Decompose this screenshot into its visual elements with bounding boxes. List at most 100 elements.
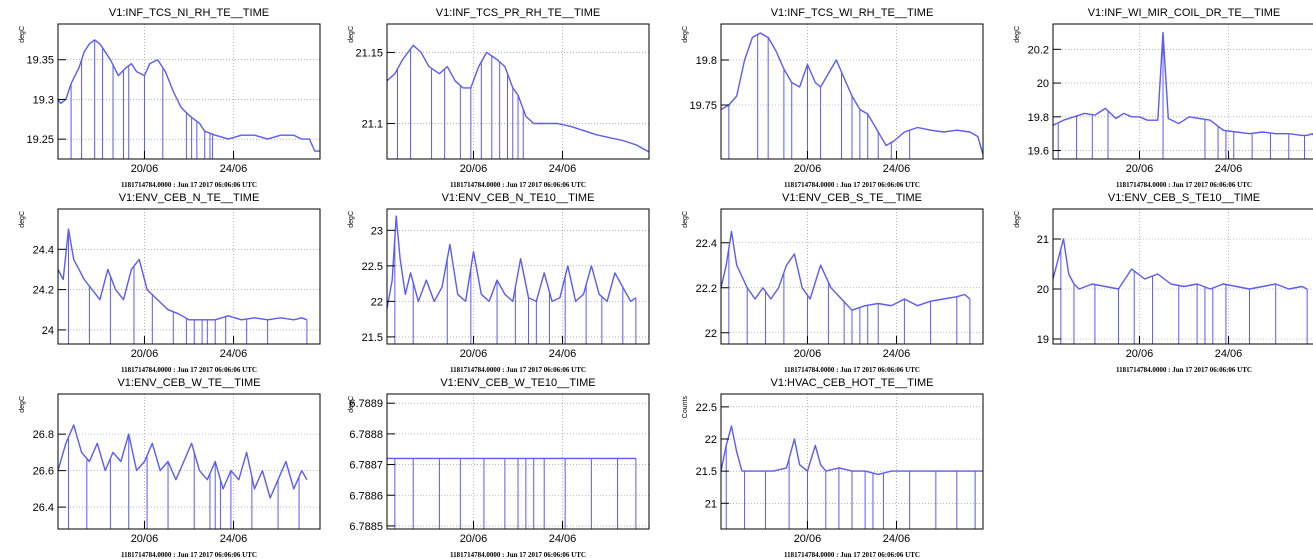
plot-frame bbox=[57, 23, 321, 160]
series-line bbox=[720, 425, 983, 476]
x-tick-label: 20/06 bbox=[1126, 348, 1154, 360]
chart-panel: V1:ENV_CEB_S_TE10__TIME degC 19 20 21 20/06 24… bbox=[1003, 189, 1313, 374]
y-tick-label: 22.4 bbox=[696, 238, 717, 250]
y-tick-label: 19.75 bbox=[689, 100, 717, 112]
y-tick-label: 22.5 bbox=[362, 261, 383, 273]
plot-frame bbox=[720, 208, 984, 345]
plot-frame bbox=[720, 393, 984, 530]
chart-panel: V1:HVAC_CEB_HOT_TE__TIME Counts 21 21.5 22 22… bbox=[671, 374, 999, 559]
y-tick-label: 22.2 bbox=[696, 283, 717, 295]
x-tick-label: 20/06 bbox=[460, 348, 488, 360]
x-tick-label: 24/06 bbox=[549, 163, 577, 175]
plot-frame bbox=[1052, 208, 1313, 345]
time-footer: 1181714784.0000 : Jun 17 2017 06:06:06 U… bbox=[450, 181, 586, 189]
y-tick-label: 19.6 bbox=[1028, 146, 1049, 158]
time-footer: 1181714784.0000 : Jun 17 2017 06:06:06 U… bbox=[784, 181, 920, 189]
y-tick-label: 6.7889 bbox=[349, 398, 383, 410]
chart-panel: V1:ENV_CEB_N_TE__TIME degC 24 24.2 24.4 20/06… bbox=[8, 189, 336, 374]
x-tick-label: 20/06 bbox=[131, 163, 159, 175]
series-line bbox=[57, 424, 308, 499]
x-tick-label: 20/06 bbox=[794, 348, 822, 360]
x-tick-label: 20/06 bbox=[460, 533, 488, 545]
y-tick-label: 6.7886 bbox=[349, 490, 383, 502]
y-tick-label: 19.8 bbox=[1028, 112, 1049, 124]
series-line bbox=[386, 215, 637, 309]
y-tick-label: 26.6 bbox=[33, 466, 54, 478]
y-axis-label: degC bbox=[682, 211, 689, 228]
time-footer: 1181714784.0000 : Jun 17 2017 06:06:06 U… bbox=[121, 551, 257, 559]
chart-svg: V1:INF_TCS_NI_RH_TE__TIME degC 19.25 19.3 19… bbox=[19, 7, 321, 189]
chart-svg: V1:ENV_CEB_W_TE__TIME degC 26.4 26.6 26.8 20/… bbox=[19, 377, 321, 559]
chart-panel: V1:INF_TCS_PR_RH_TE__TIME degC 21.1 21.15 20… bbox=[337, 4, 665, 189]
y-tick-label: 21.15 bbox=[355, 47, 383, 59]
y-axis-label: Counts bbox=[682, 396, 689, 419]
chart-svg: V1:ENV_CEB_S_TE__TIME degC 22 22.2 22.4 20/06… bbox=[682, 192, 984, 374]
chart-title: V1:INF_TCS_NI_RH_TE__TIME bbox=[109, 7, 269, 19]
y-tick-label: 24 bbox=[42, 325, 54, 337]
x-tick-label: 24/06 bbox=[883, 163, 911, 175]
y-axis-label: degC bbox=[19, 26, 26, 43]
time-footer: 1181714784.0000 : Jun 17 2017 06:06:06 U… bbox=[121, 181, 257, 189]
y-tick-label: 19.8 bbox=[696, 55, 717, 67]
y-tick-label: 20 bbox=[1037, 284, 1049, 296]
x-tick-label: 20/06 bbox=[131, 533, 159, 545]
y-axis-label: degC bbox=[348, 211, 355, 228]
chart-title: V1:ENV_CEB_N_TE__TIME bbox=[119, 192, 260, 204]
series-line bbox=[1052, 31, 1313, 137]
y-tick-label: 23 bbox=[371, 225, 383, 237]
chart-panel: V1:ENV_CEB_W_TE__TIME degC 26.4 26.6 26.8 20/… bbox=[8, 374, 336, 559]
chart-panel: V1:ENV_CEB_S_TE__TIME degC 22 22.2 22.4 20/06… bbox=[671, 189, 999, 374]
y-tick-label: 24.2 bbox=[33, 285, 54, 297]
y-tick-label: 26.4 bbox=[33, 502, 54, 514]
y-tick-label: 6.7888 bbox=[349, 429, 383, 441]
series-line bbox=[386, 44, 650, 153]
y-tick-label: 6.7887 bbox=[349, 460, 383, 472]
y-tick-label: 19.35 bbox=[26, 55, 54, 67]
y-axis-label: degC bbox=[348, 396, 355, 413]
plot-frame bbox=[386, 393, 650, 530]
series-line bbox=[720, 230, 971, 311]
y-tick-label: 26.8 bbox=[33, 429, 54, 441]
chart-svg: V1:INF_TCS_WI_RH_TE__TIME degC 19.75 19.8 20… bbox=[682, 7, 984, 189]
chart-svg: V1:ENV_CEB_N_TE10__TIME degC 21.5 22 22.5 23 2… bbox=[348, 192, 650, 374]
y-tick-label: 21.5 bbox=[696, 466, 717, 478]
chart-title: V1:INF_TCS_WI_RH_TE__TIME bbox=[771, 7, 934, 19]
y-tick-label: 6.7885 bbox=[349, 521, 383, 533]
plot-frame bbox=[57, 393, 321, 530]
x-tick-label: 24/06 bbox=[220, 163, 248, 175]
x-tick-label: 24/06 bbox=[220, 348, 248, 360]
chart-svg: V1:ENV_CEB_W_TE10__TIME degC 6.7885 6.7886 6… bbox=[348, 377, 650, 559]
y-tick-label: 19 bbox=[1037, 334, 1049, 346]
y-axis-label: degC bbox=[1014, 211, 1021, 228]
chart-panel: V1:ENV_CEB_W_TE10__TIME degC 6.7885 6.7886 6… bbox=[337, 374, 665, 559]
y-tick-label: 20 bbox=[1037, 78, 1049, 90]
time-footer: 1181714784.0000 : Jun 17 2017 06:06:06 U… bbox=[784, 551, 920, 559]
chart-svg: V1:ENV_CEB_S_TE10__TIME degC 19 20 21 20/06 24… bbox=[1014, 192, 1313, 374]
chart-title: V1:INF_TCS_PR_RH_TE__TIME bbox=[436, 7, 600, 19]
chart-panel: V1:INF_TCS_WI_RH_TE__TIME degC 19.75 19.8 20… bbox=[671, 4, 999, 189]
chart-panel: V1:INF_TCS_NI_RH_TE__TIME degC 19.25 19.3 19… bbox=[8, 4, 336, 189]
x-tick-label: 24/06 bbox=[220, 533, 248, 545]
y-axis-label: degC bbox=[348, 26, 355, 43]
x-tick-label: 24/06 bbox=[883, 533, 911, 545]
x-tick-label: 24/06 bbox=[883, 348, 911, 360]
x-tick-label: 24/06 bbox=[549, 533, 577, 545]
plot-frame bbox=[1052, 23, 1313, 160]
chart-svg: V1:HVAC_CEB_HOT_TE__TIME Counts 21 21.5 22 22… bbox=[682, 377, 984, 559]
y-tick-label: 20.2 bbox=[1028, 44, 1049, 56]
chart-panel: V1:ENV_CEB_N_TE10__TIME degC 21.5 22 22.5 23 2… bbox=[337, 189, 665, 374]
y-axis-label: degC bbox=[1014, 26, 1021, 43]
chart-panel: V1:INF_WI_MIR_COIL_DR_TE__TIME degC 19.6 19… bbox=[1003, 4, 1313, 189]
y-axis-label: degC bbox=[682, 26, 689, 43]
x-tick-label: 20/06 bbox=[131, 348, 159, 360]
y-tick-label: 22 bbox=[705, 328, 717, 340]
plot-frame bbox=[386, 208, 650, 345]
x-tick-label: 24/06 bbox=[1215, 163, 1243, 175]
y-tick-label: 21 bbox=[1037, 234, 1049, 246]
y-tick-label: 22 bbox=[371, 296, 383, 308]
chart-title: V1:ENV_CEB_N_TE10__TIME bbox=[442, 192, 595, 204]
x-tick-label: 20/06 bbox=[460, 163, 488, 175]
series-line bbox=[1052, 238, 1308, 290]
series-line bbox=[57, 39, 320, 152]
